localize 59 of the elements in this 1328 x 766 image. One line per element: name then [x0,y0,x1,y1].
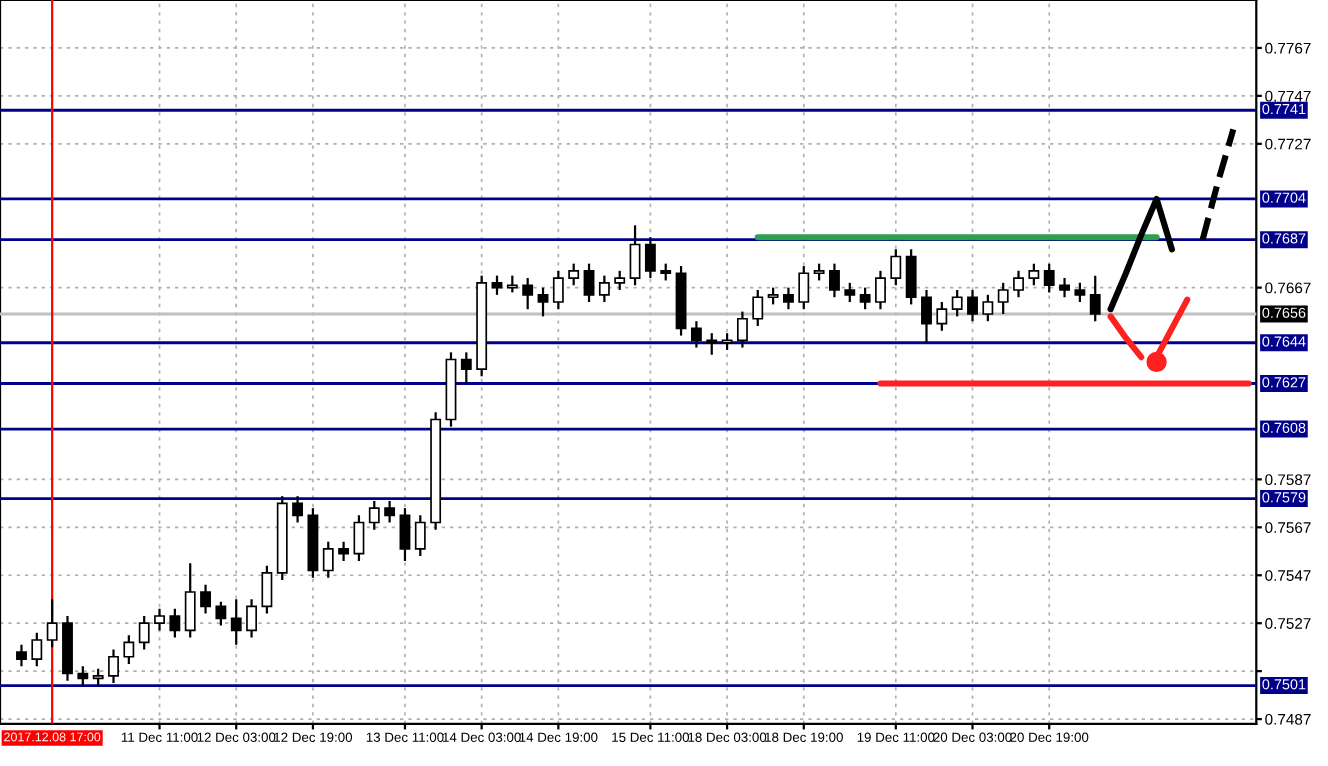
candlestick [844,281,856,304]
candlestick [522,276,534,311]
candlestick [706,332,718,356]
candlestick [936,300,948,332]
candlestick [614,269,626,292]
candlestick [736,310,748,349]
candlestick [829,262,840,299]
candlestick [138,614,150,651]
candlestick [1059,276,1070,299]
candlestick [414,514,426,558]
candlestick [491,274,503,296]
candlestick [16,643,27,668]
candlestick [230,598,242,646]
candlestick [322,540,334,579]
candlestick [859,286,871,311]
candlestick [399,507,411,562]
candlestick [154,607,165,632]
candlestick [997,281,1009,316]
candlestick [384,499,396,524]
candlestick [215,600,227,627]
candlestick [644,236,656,280]
candlestick [46,598,58,649]
candlestick [200,583,211,615]
candlestick [1013,269,1024,299]
candlestick [783,286,794,311]
candlestick [982,293,994,323]
line-series [1107,195,1175,313]
candlestick [568,262,580,287]
candlestick [875,269,886,311]
candlestick [108,648,119,685]
candlestick [184,562,196,639]
candlestick [552,269,564,311]
candlestick [921,288,932,344]
candlestick [905,248,917,306]
candlestick [246,598,258,639]
candlestick [1089,274,1101,323]
candlestick [629,224,641,287]
candlestick [967,288,978,323]
candlestick [292,495,304,524]
candlestick [1074,281,1086,304]
candlestick [1043,262,1055,294]
candlestick [752,288,764,328]
candlestick [798,264,810,311]
candlestick [890,248,902,287]
candlestick [537,286,549,318]
candlestick [169,607,181,639]
candlestick [583,262,595,304]
candlestick [77,665,89,687]
candlestick [261,564,273,615]
candlestick [123,634,135,666]
candlestick [353,514,365,562]
candlestick [1028,262,1040,287]
candlestick [368,499,380,531]
candlestick [460,351,472,385]
candlestick [338,540,350,562]
candlestick [951,288,963,318]
candlestick [690,320,702,349]
candlestick [598,274,610,304]
candlestick [31,631,43,668]
